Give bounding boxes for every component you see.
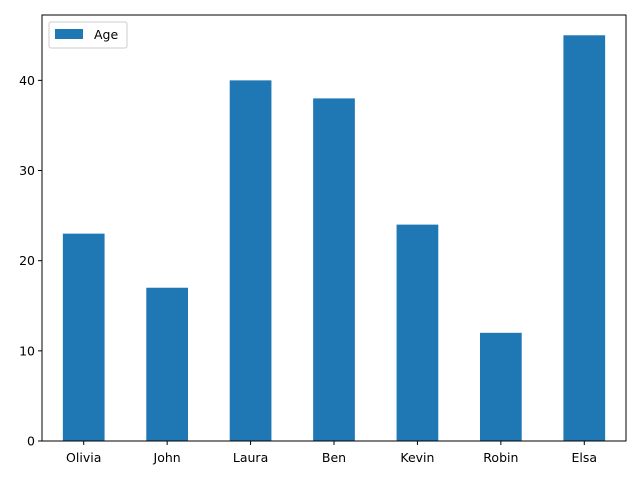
bar-olivia [62,233,105,441]
bar-ben [313,98,355,442]
x-tick-label: Kevin [400,450,434,465]
x-tick-label: Ben [322,450,346,465]
y-tick-label: 40 [19,73,35,88]
bar-elsa [563,35,606,442]
bars-layer [62,35,606,442]
bar-john [146,287,188,441]
x-tick-label: John [153,450,181,465]
x-tick-label: Elsa [572,450,598,465]
bar-kevin [396,224,439,441]
y-tick-label: 10 [19,343,35,358]
axes-layer: Olivia John Laura Ben Kevin Robin Elsa 0 10 20 30 4… [19,14,627,465]
legend: Age [48,21,128,49]
y-tick-label: 20 [19,253,35,268]
legend-frame [48,21,128,49]
legend-swatch [55,29,83,39]
y-tick-label: 30 [19,163,35,178]
bar-robin [480,332,522,441]
y-tick-label: 0 [27,434,35,449]
x-tick-label: Olivia [66,450,101,465]
x-tick-label: Laura [233,450,268,465]
legend-label: Age [94,27,118,42]
x-tick-label: Robin [483,450,518,465]
bar-laura [229,80,272,441]
